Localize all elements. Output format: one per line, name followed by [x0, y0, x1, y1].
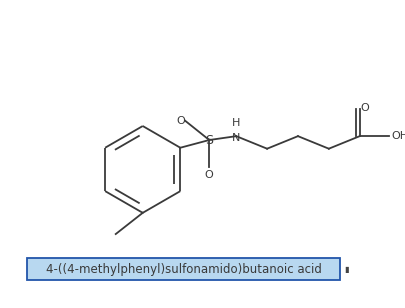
- Text: S: S: [205, 133, 213, 147]
- Text: ▮: ▮: [343, 265, 348, 274]
- FancyBboxPatch shape: [27, 258, 340, 280]
- Text: O: O: [205, 170, 213, 180]
- Text: O: O: [175, 116, 184, 126]
- Text: 4-((4-methylphenyl)sulfonamido)butanoic acid: 4-((4-methylphenyl)sulfonamido)butanoic …: [46, 263, 321, 276]
- Text: O: O: [359, 103, 368, 113]
- Text: N: N: [232, 133, 240, 143]
- Text: OH: OH: [391, 131, 405, 141]
- Text: H: H: [232, 118, 240, 128]
